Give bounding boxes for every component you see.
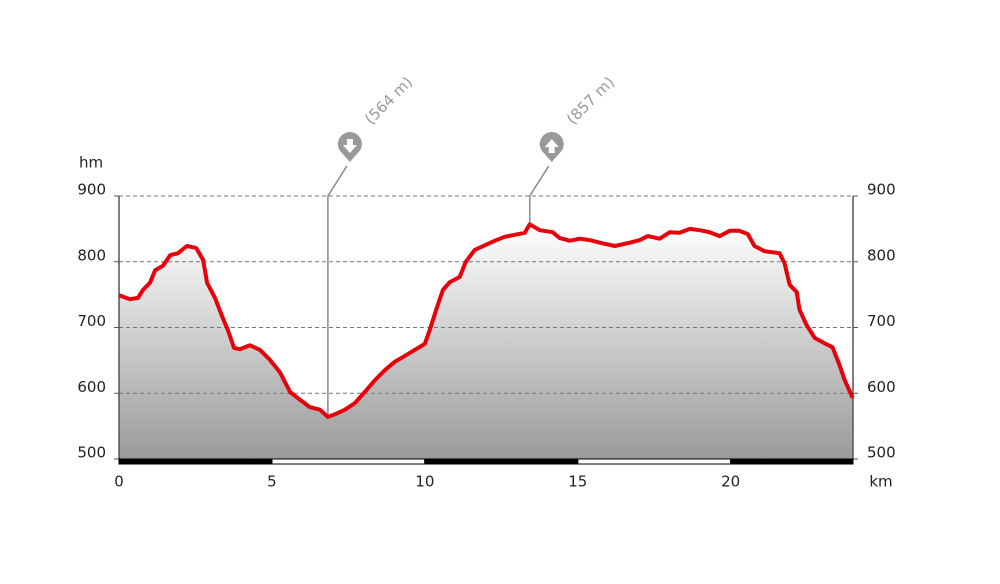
y2-tick-label: 800 bbox=[867, 246, 896, 264]
area-fill bbox=[119, 224, 853, 459]
scale-bar bbox=[577, 458, 732, 465]
y2-tick-label: 600 bbox=[867, 378, 896, 396]
scale-bar bbox=[271, 458, 426, 465]
scale-bar bbox=[118, 458, 273, 465]
y2-tick-label: 900 bbox=[867, 181, 896, 199]
y-tick-label: 900 bbox=[77, 181, 106, 199]
x-tick-label: 10 bbox=[415, 473, 434, 491]
marker-label: (564 m) bbox=[361, 73, 416, 128]
x-tick-label: 5 bbox=[267, 473, 277, 491]
y2-tick-label: 500 bbox=[867, 444, 896, 462]
x-axis-label: km bbox=[869, 473, 892, 491]
marker-arrow bbox=[342, 139, 357, 153]
elevation-line bbox=[118, 222, 855, 419]
x-tick-label: 15 bbox=[568, 473, 587, 491]
y-tick-label: 700 bbox=[77, 312, 106, 330]
marker-leader-diagonal bbox=[529, 165, 550, 197]
marker-arrow bbox=[544, 139, 559, 153]
y-tick-label: 500 bbox=[77, 444, 106, 462]
x-tick-label: 20 bbox=[721, 473, 740, 491]
marker-label: (857 m) bbox=[563, 73, 618, 128]
x-tick-label: 0 bbox=[114, 473, 124, 491]
y2-tick-label: 700 bbox=[867, 312, 896, 330]
y-tick-label: 800 bbox=[77, 246, 106, 264]
y-axis-label: hm bbox=[79, 154, 103, 172]
marker-leader-diagonal bbox=[327, 165, 348, 197]
scale-bar bbox=[424, 458, 579, 465]
scale-bar bbox=[730, 458, 854, 465]
y-tick-label: 600 bbox=[77, 378, 106, 396]
